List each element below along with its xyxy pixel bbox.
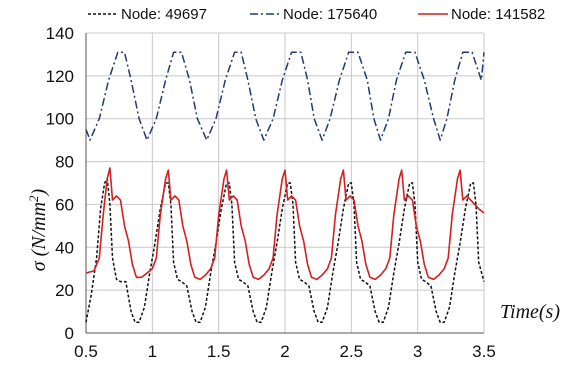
legend-label-3: Node: 141582 <box>451 6 545 23</box>
series-layer <box>85 51 485 324</box>
y-tick-label: 40 <box>55 238 74 257</box>
x-tick-label: 3 <box>413 342 422 361</box>
x-tick-label: 3.5 <box>472 342 496 361</box>
legend-label-2: Node: 175640 <box>283 6 377 23</box>
y-tick-label: 20 <box>55 281 74 300</box>
legend-label-1: Node: 49697 <box>121 6 207 23</box>
series-line-2 <box>85 51 485 141</box>
x-tick-label: 1.5 <box>207 342 231 361</box>
x-tick-label: 2.5 <box>340 342 364 361</box>
series-line-3 <box>85 167 485 281</box>
y-tick-label: 120 <box>46 67 74 86</box>
x-axis-title: Time(s) <box>500 301 560 323</box>
x-tick-label: 2 <box>280 342 289 361</box>
y-tick-label: 0 <box>65 324 74 343</box>
x-tick-label: 1 <box>148 342 157 361</box>
series-line-1 <box>85 177 485 324</box>
y-tick-label: 140 <box>46 24 74 43</box>
legend: Node: 49697 Node: 175640 Node: 141582 <box>88 6 545 23</box>
x-tick-label: 0.5 <box>74 342 98 361</box>
y-axis-title: σ (N/mm2) <box>26 188 51 271</box>
x-axis-ticks: 0.5 1 1.5 2 2.5 3 3.5 <box>74 342 496 361</box>
y-axis-ticks: 0 20 40 60 80 100 120 140 <box>46 24 74 343</box>
y-tick-label: 60 <box>55 195 74 214</box>
y-tick-label: 100 <box>46 110 74 129</box>
y-tick-label: 80 <box>55 153 74 172</box>
